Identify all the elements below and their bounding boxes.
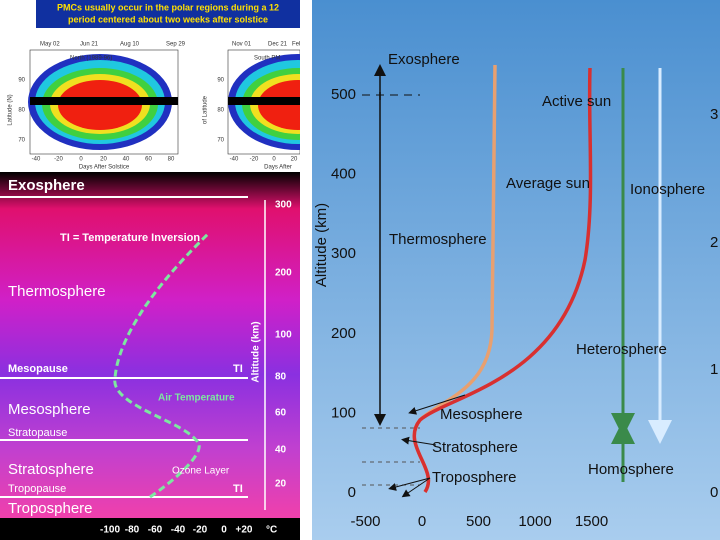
x-unit: °C xyxy=(266,525,277,536)
tick-label: 60 xyxy=(275,408,287,419)
tick-label: 80 xyxy=(275,372,287,383)
tick-label: 0 xyxy=(79,157,83,163)
tick-label: 100 xyxy=(331,404,356,421)
tick-label: 300 xyxy=(331,245,356,262)
curve-label: Average sun xyxy=(506,175,590,192)
layer: Thermosphere xyxy=(8,283,106,300)
inversion-mark: TI xyxy=(233,363,243,375)
y-label: Latitude (N) xyxy=(8,94,14,125)
tick-label: -40 xyxy=(32,157,41,163)
x-label: Days After Solstice xyxy=(79,165,130,171)
layer: Exosphere xyxy=(8,177,85,194)
tick-label: 300 xyxy=(275,200,292,211)
date-label: May 02 xyxy=(40,42,60,48)
curve-label: Active sun xyxy=(542,93,611,110)
tick-label: -80 xyxy=(125,525,140,536)
y-tick: 70 xyxy=(217,138,224,144)
y-label: Altitude (km) xyxy=(313,203,330,287)
date-label: Aug 10 xyxy=(120,42,140,48)
curve-label: Ozone Layer xyxy=(172,466,230,477)
x-label: Days After xyxy=(264,165,292,171)
curve-label: Air Temperature xyxy=(158,393,235,404)
tick-label: -100 xyxy=(100,525,120,536)
tick-label: 0 xyxy=(710,484,718,501)
legend: North (1989-96) xyxy=(70,56,112,62)
date-label: Dec 21 xyxy=(268,42,288,48)
tick-label: 0 xyxy=(221,525,227,536)
y-label: of Latitude xyxy=(203,95,209,124)
tick-label: 80 xyxy=(168,157,175,163)
tick-label: 1000 xyxy=(518,513,551,530)
layer: Exosphere xyxy=(388,51,460,68)
tick-label: 400 xyxy=(331,166,356,183)
title-line: PMCs usually occur in the polar regions … xyxy=(57,2,279,12)
y-tick: 80 xyxy=(18,108,25,114)
tick-label: -40 xyxy=(171,525,186,536)
tick-label: 0 xyxy=(418,513,426,530)
layer: Thermosphere xyxy=(389,231,487,248)
y-label: Altitude (km) xyxy=(251,321,262,382)
tick-label: 20 xyxy=(291,157,298,163)
tick-label: 200 xyxy=(275,268,292,279)
date-label: Jun 21 xyxy=(80,42,99,48)
legend: South PM xyxy=(254,56,280,62)
tick-label: 0 xyxy=(348,484,356,501)
note: TI = Temperature Inversion xyxy=(60,232,200,244)
tick-label: 3 xyxy=(710,106,718,123)
tick-label: 20 xyxy=(100,157,107,163)
layer: Troposphere xyxy=(8,500,93,517)
boundary: Tropopause xyxy=(8,483,66,495)
tick-label: -20 xyxy=(54,157,63,163)
tick-label: 40 xyxy=(123,157,130,163)
region: Homosphere xyxy=(588,461,674,478)
y-tick: 90 xyxy=(18,78,25,84)
tick-label: 1500 xyxy=(575,513,608,530)
tick-label: 40 xyxy=(275,445,287,456)
title-line: period centered about two weeks after so… xyxy=(68,14,268,24)
boundary: Mesopause xyxy=(8,363,68,375)
tick-label: 500 xyxy=(466,513,491,530)
tick-label: 20 xyxy=(275,479,287,490)
tick-label: -500 xyxy=(350,513,380,530)
layer: Stratosphere xyxy=(8,461,94,478)
tick-label: -40 xyxy=(230,157,239,163)
tick-label: 0 xyxy=(272,157,276,163)
y-tick: 80 xyxy=(217,108,224,114)
tick-label: +20 xyxy=(236,525,253,536)
layer: Troposphere xyxy=(432,469,517,486)
inversion-mark: TI xyxy=(233,483,243,495)
y-tick: 70 xyxy=(18,138,25,144)
atmosphere-panel: Exosphere Active sun Average sun Thermos… xyxy=(300,0,720,540)
y-tick: 90 xyxy=(217,78,224,84)
tick-label: -20 xyxy=(250,157,259,163)
layer: Mesosphere xyxy=(440,406,523,423)
tick-label: -60 xyxy=(148,525,163,536)
boundary: Stratopause xyxy=(8,427,67,439)
layer: Mesosphere xyxy=(8,401,91,418)
layer: Stratosphere xyxy=(432,439,518,456)
tick-label: 1 xyxy=(710,361,718,378)
tick-label: 2 xyxy=(710,234,718,251)
tick-label: 500 xyxy=(331,86,356,103)
region: Ionosphere xyxy=(630,181,705,198)
temperature-panel: Exosphere TI = Temperature Inversion The… xyxy=(0,172,300,540)
tick-label: 100 xyxy=(275,330,292,341)
region: Heterosphere xyxy=(576,341,667,358)
date-label: Nov 01 xyxy=(232,42,252,48)
tick-label: 200 xyxy=(331,325,356,342)
date-label: Sep 29 xyxy=(166,42,186,48)
date-label: Feb xyxy=(292,42,303,48)
tick-label: -20 xyxy=(193,525,208,536)
tick-label: 60 xyxy=(145,157,152,163)
